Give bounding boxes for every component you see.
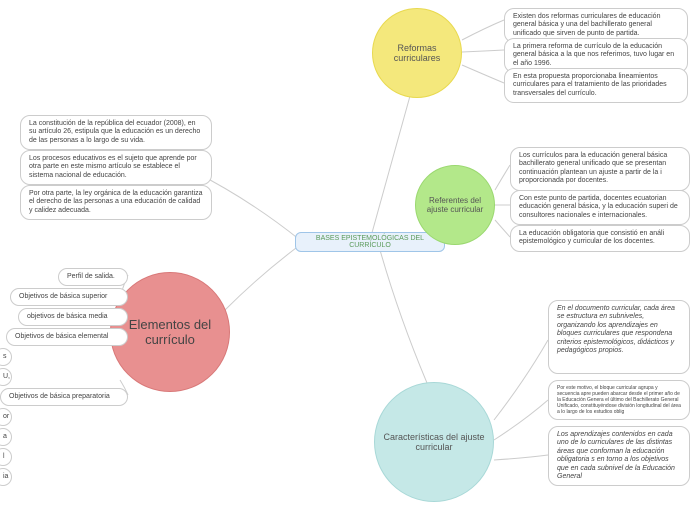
note-text: La constitución de la república del ecua…: [29, 120, 200, 144]
note-text: Con este punto de partida, docentes ecua…: [519, 195, 678, 219]
note-box[interactable]: U,: [0, 368, 12, 386]
note-text: Los aprendizajes contenidos en cada uno …: [557, 431, 675, 480]
note-text: a: [3, 433, 7, 440]
topic-reformas[interactable]: Reformas curriculares: [372, 8, 462, 98]
note-box[interactable]: ia: [0, 468, 12, 486]
note-box[interactable]: a: [0, 428, 12, 446]
note-box[interactable]: Los aprendizajes contenidos en cada uno …: [548, 426, 690, 486]
topic-label: Referentes del ajuste curricular: [422, 196, 488, 214]
topic-label: Elementos del currículo: [117, 317, 223, 347]
note-text: Objetivos de básica elemental: [15, 333, 108, 340]
note-box[interactable]: objetivos de básica media: [18, 308, 128, 326]
note-box[interactable]: Objetivos de básica elemental: [6, 328, 128, 346]
note-box[interactable]: l: [0, 448, 12, 466]
note-box[interactable]: Perfil de salida.: [58, 268, 128, 286]
note-box[interactable]: Por este motivo, el bloque curricular ag…: [548, 380, 690, 420]
note-box[interactable]: Objetivos de básica superior: [10, 288, 128, 306]
note-box[interactable]: or: [0, 408, 12, 426]
note-text: Por otra parte, la ley orgánica de la ed…: [29, 190, 203, 214]
topic-elementos[interactable]: Elementos del currículo: [110, 272, 230, 392]
note-text: Objetivos de básica superior: [19, 293, 107, 300]
note-text: En el documento curricular, cada área se…: [557, 305, 675, 354]
note-text: Los currículos para la educación general…: [519, 152, 667, 184]
note-box[interactable]: En esta propuesta proporcionaba lineamie…: [504, 68, 688, 103]
note-text: La educación obligatoria que consistió e…: [519, 230, 664, 245]
note-box[interactable]: En el documento curricular, cada área se…: [548, 300, 690, 374]
note-text: U,: [3, 373, 10, 380]
topic-label: Características del ajuste curricular: [381, 432, 487, 452]
note-box[interactable]: Los currículos para la educación general…: [510, 147, 690, 191]
topic-caracteristicas[interactable]: Características del ajuste curricular: [374, 382, 494, 502]
note-box[interactable]: La constitución de la república del ecua…: [20, 115, 212, 150]
note-text: l: [3, 453, 5, 460]
note-box[interactable]: Con este punto de partida, docentes ecua…: [510, 190, 690, 225]
note-text: s: [3, 353, 7, 360]
note-text: or: [3, 413, 9, 420]
note-text: objetivos de básica media: [27, 313, 108, 320]
note-box[interactable]: Los procesos educativos es el sujeto que…: [20, 150, 212, 185]
note-text: Los procesos educativos es el sujeto que…: [29, 155, 197, 179]
topic-label: Reformas curriculares: [379, 43, 455, 63]
note-text: Objetivos de básica preparatoria: [9, 393, 110, 400]
note-text: La primera reforma de currículo de la ed…: [513, 43, 674, 67]
topic-referentes[interactable]: Referentes del ajuste curricular: [415, 165, 495, 245]
note-text: ia: [3, 473, 8, 480]
central-topic[interactable]: BASES EPISTEMOLÓGICAS DEL CURRÍCULO: [295, 232, 445, 252]
note-text: Perfil de salida.: [67, 273, 115, 280]
note-box[interactable]: La educación obligatoria que consistió e…: [510, 225, 690, 252]
note-box[interactable]: Por otra parte, la ley orgánica de la ed…: [20, 185, 212, 220]
note-box[interactable]: s: [0, 348, 12, 366]
note-text: En esta propuesta proporcionaba lineamie…: [513, 73, 667, 97]
note-box[interactable]: Objetivos de básica preparatoria: [0, 388, 128, 406]
note-text: Existen dos reformas curriculares de edu…: [513, 13, 660, 37]
note-text: Por este motivo, el bloque curricular ag…: [557, 385, 681, 415]
central-topic-label: BASES EPISTEMOLÓGICAS DEL CURRÍCULO: [304, 235, 436, 249]
